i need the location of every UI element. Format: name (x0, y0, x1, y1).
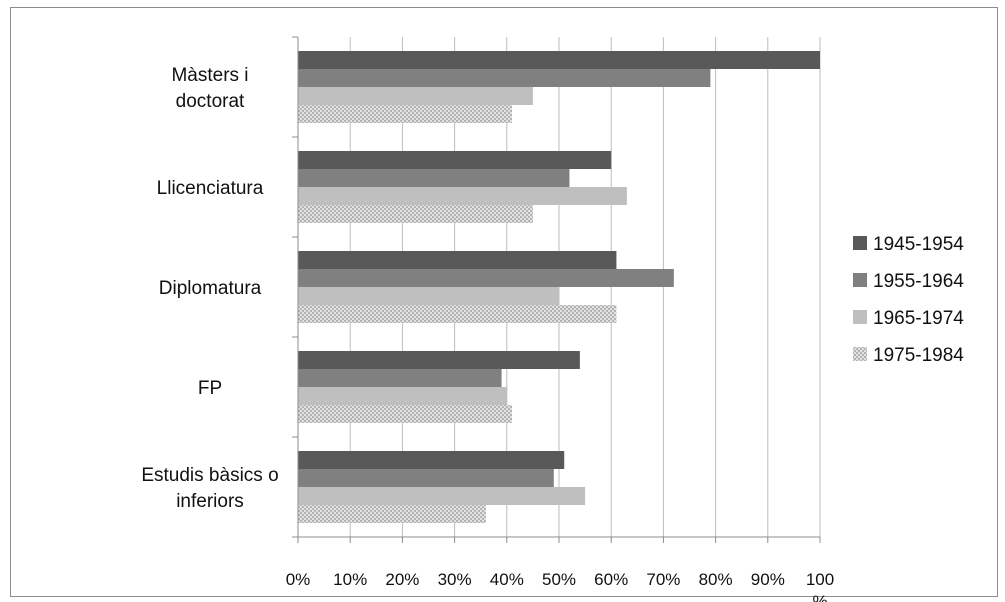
x-tick-label: 70% (646, 570, 680, 589)
bar (298, 169, 570, 187)
bar (298, 469, 554, 487)
bar (298, 351, 580, 369)
bar (298, 287, 559, 305)
legend-swatch (853, 347, 867, 361)
legend-label: 1965-1974 (873, 308, 964, 329)
bar (298, 151, 612, 169)
x-tick-label: 50% (542, 570, 576, 589)
legend-label: 1955-1964 (873, 271, 964, 292)
bar (298, 451, 565, 469)
x-tick-label: 100% (806, 570, 834, 602)
labels: 0% 10% 20% 30% 40% 50% 60% 70% 80% 90% 100 % Màsters… (141, 65, 834, 602)
bar (298, 387, 507, 405)
bar (298, 51, 820, 69)
category-label: Llicenciatura (157, 178, 264, 199)
category-label: FP (198, 378, 222, 399)
x-tick-label: 90% (751, 570, 785, 589)
bar (298, 305, 617, 323)
x-tick-label: 80% (699, 570, 733, 589)
bar (298, 251, 617, 269)
category-label: Màsters i doctorat (171, 65, 248, 112)
legend-swatch (853, 273, 867, 287)
bar (298, 405, 513, 423)
bar (298, 69, 711, 87)
x-tick-label: 60% (594, 570, 628, 589)
category-label: Estudis bàsics o inferiors (141, 465, 278, 512)
bar (298, 505, 486, 523)
x-tick-label: 40% (490, 570, 524, 589)
legend-swatch (853, 236, 867, 250)
legend: 1945-1954 1955-1964 1965-1974 1975-1984 (853, 234, 964, 366)
bars (298, 51, 820, 523)
legend-swatch (853, 310, 867, 324)
bar (298, 187, 627, 205)
x-tick-label: 10% (333, 570, 367, 589)
bar (298, 487, 586, 505)
x-tick-label: 0% (286, 570, 311, 589)
bar (298, 105, 513, 123)
x-tick-label: 30% (438, 570, 472, 589)
legend-label: 1945-1954 (873, 234, 964, 255)
category-label: Diplomatura (159, 278, 262, 299)
bar (298, 369, 502, 387)
bar (298, 269, 674, 287)
axes (292, 36, 821, 543)
bar (298, 205, 533, 223)
legend-label: 1975-1984 (873, 345, 964, 366)
bar (298, 87, 533, 105)
x-tick-label: 20% (385, 570, 419, 589)
